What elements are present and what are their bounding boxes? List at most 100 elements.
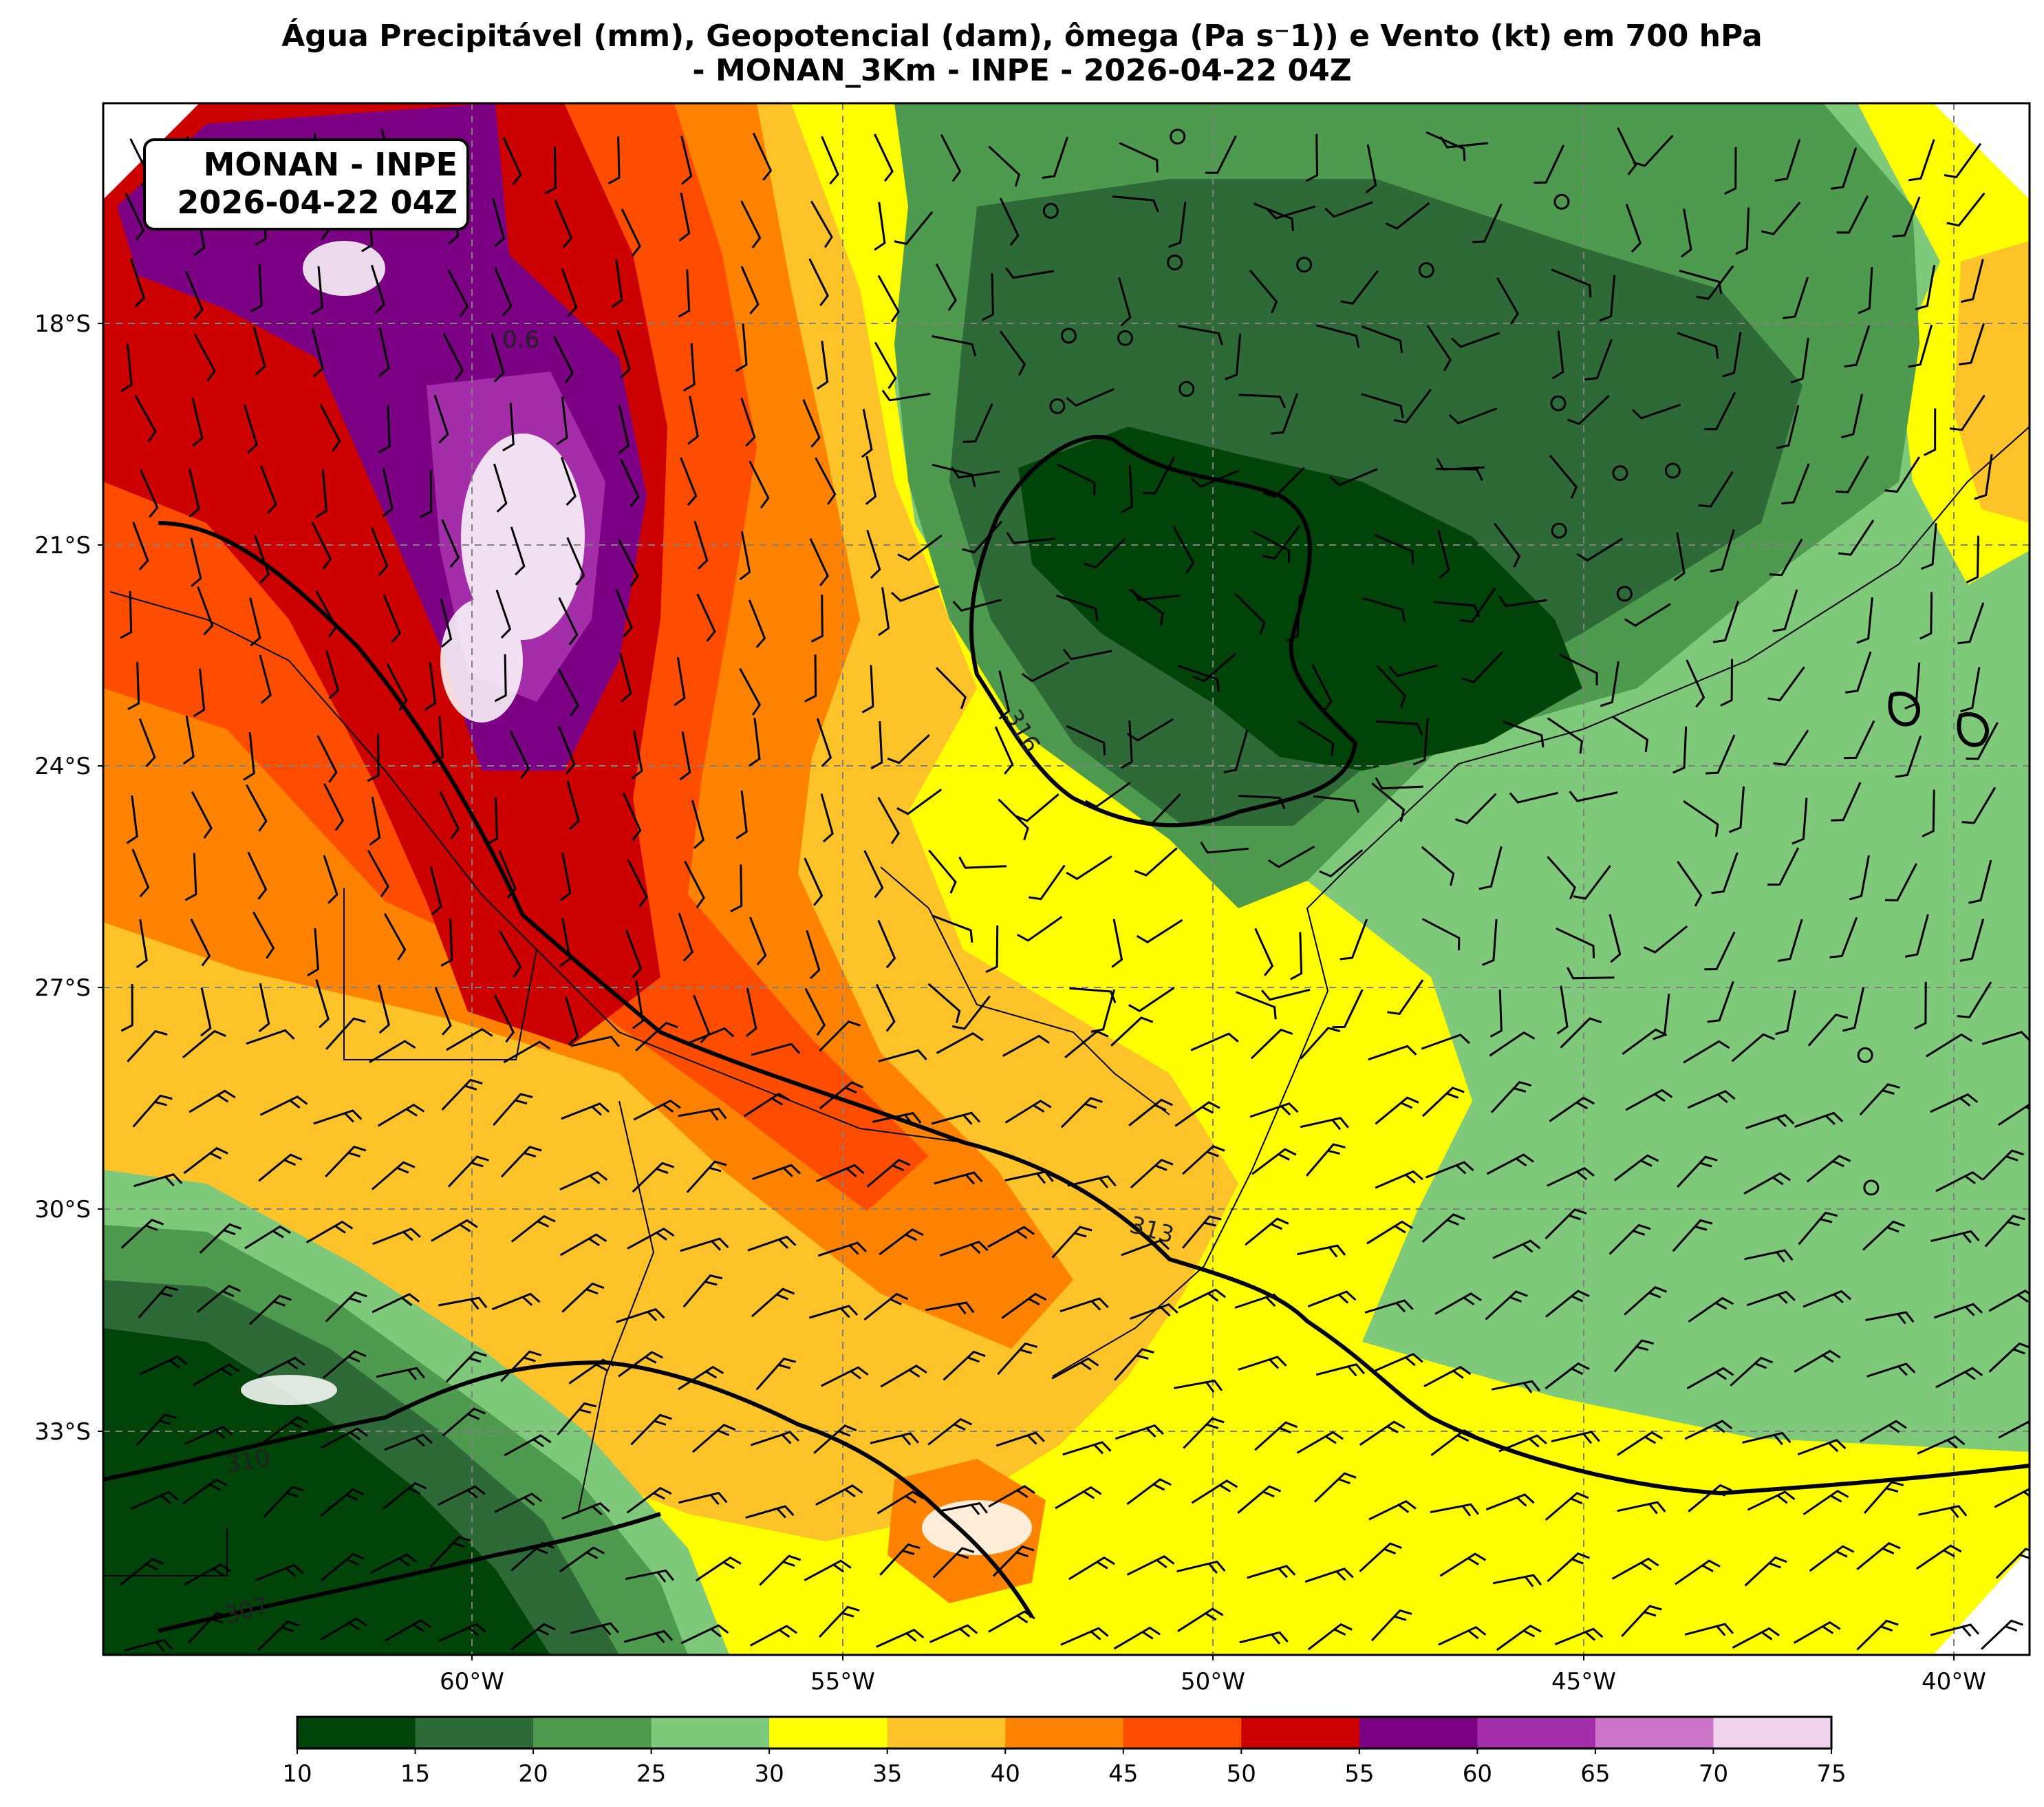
wind-barb	[193, 668, 206, 718]
wind-barb	[316, 735, 338, 783]
wind-barb	[566, 537, 585, 586]
wind-barb	[1190, 1032, 1239, 1051]
wind-barb	[1917, 1435, 1966, 1455]
wind-barb	[1253, 202, 1294, 231]
lon-tick-55w: 55°W	[810, 1668, 875, 1696]
wind-barb	[1375, 1170, 1423, 1189]
wind-barb	[120, 1557, 164, 1586]
graticule	[103, 103, 2030, 1655]
wind-barb	[1859, 1083, 1900, 1116]
wind-barb	[632, 980, 644, 1029]
wind-barb	[559, 852, 572, 901]
wind-barb	[932, 915, 973, 943]
wind-barb	[1915, 265, 1936, 311]
wind-barb	[1775, 990, 1796, 1036]
wind-barb	[1315, 1363, 1366, 1377]
wind-barb	[1459, 587, 1496, 623]
wind-barb	[249, 1294, 292, 1325]
wind-barb	[325, 650, 340, 700]
lat-tick-24s: 24°S	[34, 753, 91, 780]
wind-barb	[1732, 1627, 1780, 1649]
calm-wind-circle	[1042, 202, 1059, 219]
wind-barb	[1831, 782, 1862, 822]
wind-barb	[1251, 1148, 1297, 1175]
wind-barb	[616, 329, 631, 378]
wind-barb	[1439, 136, 1489, 149]
map-title: Água Precipitável (mm), Geopotencial (da…	[0, 19, 2044, 88]
wind-barb	[369, 1040, 416, 1063]
wind-barb	[383, 912, 407, 961]
wind-barb	[1136, 919, 1183, 943]
wind-barb	[1286, 595, 1301, 642]
wind-barb	[935, 263, 957, 311]
wind-barb	[1332, 989, 1364, 1029]
wind-barb	[138, 1285, 179, 1318]
wind-barb	[1298, 720, 1335, 756]
wind-barb	[994, 726, 1014, 775]
wind-barb	[1340, 919, 1368, 961]
wind-barb	[1237, 1485, 1282, 1514]
wind-barb	[1554, 1627, 1604, 1645]
wind-barb	[1684, 1420, 1733, 1440]
wind-barb	[1790, 337, 1809, 384]
wind-barb	[1935, 1170, 1983, 1193]
wind-barb	[1060, 1627, 1109, 1646]
wind-barb	[887, 734, 930, 764]
wind-barb	[320, 1427, 368, 1449]
wind-barb	[252, 326, 266, 376]
wind-barb	[745, 987, 757, 1037]
wind-barb	[447, 1155, 489, 1188]
wind-barb	[199, 1223, 242, 1254]
wind-barb	[998, 670, 1011, 720]
colorbar-tick-label: 75	[1816, 1760, 1846, 1788]
wind-barb	[740, 266, 760, 314]
wind-barb	[491, 333, 505, 383]
wind-barb	[1915, 1544, 1962, 1570]
wind-barb	[1239, 1631, 1289, 1645]
wind-barb	[735, 323, 748, 372]
wind-barb	[680, 457, 698, 506]
colorbar-swatch	[651, 1717, 770, 1749]
wind-barb	[682, 1274, 723, 1308]
wind-barb	[1426, 325, 1452, 372]
wind-barb	[928, 849, 957, 894]
wind-barb	[510, 1623, 556, 1651]
wind-barb	[1205, 135, 1237, 174]
wind-barb	[879, 1228, 924, 1256]
wind-barb	[1551, 268, 1592, 298]
wind-barb	[1174, 1101, 1220, 1127]
wind-barb	[1498, 595, 1547, 608]
wind-barb	[559, 1170, 608, 1191]
wind-barb	[1364, 1299, 1414, 1314]
wind-barb	[243, 732, 255, 781]
wind-barb	[1731, 1033, 1776, 1062]
wind-barb	[315, 469, 328, 518]
wind-barb	[1311, 664, 1333, 712]
wind-barb	[126, 795, 138, 844]
wind-barb	[1545, 1290, 1590, 1318]
colorbar-tick-label: 70	[1699, 1760, 1728, 1788]
wind-barb	[1621, 1605, 1662, 1638]
wind-barb	[1904, 662, 1921, 709]
wind-barb	[1556, 985, 1569, 1035]
wind-barb	[693, 994, 711, 1044]
wind-barb	[940, 133, 962, 182]
wind-barb	[1042, 136, 1068, 179]
lat-tick-21s: 21°S	[34, 532, 91, 559]
wind-barb	[1485, 1290, 1528, 1320]
wind-barb	[1128, 588, 1164, 626]
wind-barb	[1777, 919, 1803, 962]
wind-barb	[1584, 339, 1613, 381]
precipitable-water-fill	[103, 103, 2030, 1655]
wind-barb	[1067, 1175, 1117, 1189]
wind-barb	[1849, 855, 1870, 901]
wind-barb	[1126, 1555, 1175, 1576]
wind-barb	[1680, 208, 1692, 258]
wind-barb	[260, 465, 277, 515]
wind-barb	[876, 1490, 924, 1515]
wind-barb	[1057, 463, 1096, 495]
lat-tick-27s: 27°S	[34, 974, 91, 1002]
wind-barb	[1959, 918, 1985, 962]
wind-barb	[1176, 1560, 1226, 1574]
wind-barb	[494, 994, 515, 1043]
